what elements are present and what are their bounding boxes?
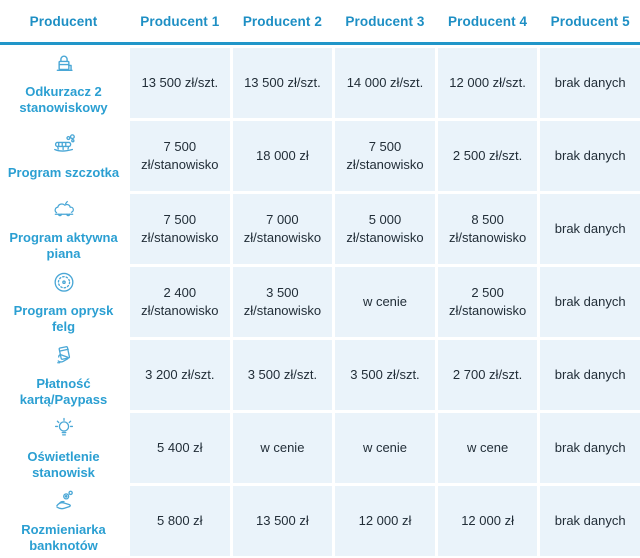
feature-label: Program oprysk felg bbox=[13, 302, 114, 334]
feature-cell-changer: Rozmieniarka banknotów bbox=[0, 486, 127, 556]
feature-label: Program aktywna piana bbox=[9, 229, 118, 261]
feature-label: Płatność kartą/Paypass bbox=[19, 375, 108, 407]
column-header-producent-2: Producent 2 bbox=[242, 13, 322, 29]
price-cell: 2 500 zł/stanowisko bbox=[437, 267, 538, 337]
price-cell: 5 000 zł/stanowisko bbox=[335, 194, 435, 264]
price-cell: 7 500 zł/stanowisko bbox=[130, 121, 230, 191]
feature-cell-foam: Program aktywna piana bbox=[0, 194, 127, 264]
feature-cell-lighting: Oświetlenie stanowisk bbox=[0, 413, 127, 483]
price-cell: 5 800 zł bbox=[130, 486, 230, 556]
price-cell: brak danych bbox=[540, 340, 640, 410]
banknote-changer-icon bbox=[48, 488, 80, 518]
price-cell: 3 500 zł/stanowisko bbox=[232, 267, 333, 337]
price-cell: 2 700 zł/szt. bbox=[437, 340, 538, 410]
price-cell: 18 000 zł bbox=[232, 121, 333, 191]
lighting-icon bbox=[49, 415, 79, 445]
price-cell: 3 500 zł/szt. bbox=[335, 340, 435, 410]
header-divider bbox=[0, 42, 640, 45]
price-cell: w cene bbox=[437, 413, 538, 483]
price-cell: brak danych bbox=[540, 486, 640, 556]
column-header-producent-1: Producent 1 bbox=[140, 13, 220, 29]
feature-label: Program szczotka bbox=[7, 164, 120, 180]
price-cell: 7 500 zł/stanowisko bbox=[335, 121, 435, 191]
feature-cell-rim: Program oprysk felg bbox=[0, 267, 127, 337]
price-cell: 3 500 zł/szt. bbox=[232, 340, 333, 410]
price-cell: 2 400 zł/stanowisko bbox=[130, 267, 230, 337]
column-header-producent: Producent bbox=[29, 13, 98, 29]
feature-cell-card: Płatność kartą/Paypass bbox=[0, 340, 127, 410]
table-body: Odkurzacz 2 stanowiskowy 13 500 zł/szt. … bbox=[0, 45, 640, 556]
price-cell: brak danych bbox=[540, 413, 640, 483]
table-header-row: Producent Producent 1 Producent 2 Produc… bbox=[0, 0, 640, 42]
price-cell: 13 500 zł/szt. bbox=[232, 48, 333, 118]
price-cell: 12 000 zł bbox=[335, 486, 435, 556]
price-cell: 7 000 zł/stanowisko bbox=[232, 194, 333, 264]
rim-spray-icon bbox=[49, 269, 79, 299]
price-cell: 12 000 zł bbox=[437, 486, 538, 556]
column-header-producent-5: Producent 5 bbox=[550, 13, 630, 29]
price-cell: 12 000 zł/szt. bbox=[437, 48, 538, 118]
price-cell: 7 500 zł/stanowisko bbox=[130, 194, 230, 264]
card-payment-icon bbox=[49, 342, 79, 372]
feature-label: Rozmieniarka banknotów bbox=[21, 521, 106, 553]
price-cell: 5 400 zł bbox=[130, 413, 230, 483]
price-cell: brak danych bbox=[540, 194, 640, 264]
column-header-producent-4: Producent 4 bbox=[448, 13, 528, 29]
active-foam-icon bbox=[47, 196, 81, 226]
feature-label: Oświetlenie stanowisk bbox=[27, 448, 100, 480]
column-header-producent-3: Producent 3 bbox=[345, 13, 425, 29]
price-cell: brak danych bbox=[540, 267, 640, 337]
price-cell: w cenie bbox=[335, 267, 435, 337]
price-cell: brak danych bbox=[540, 121, 640, 191]
price-cell: 13 500 zł/szt. bbox=[130, 48, 230, 118]
price-cell: w cenie bbox=[335, 413, 435, 483]
wash-brush-icon bbox=[48, 131, 80, 161]
feature-cell-vacuum: Odkurzacz 2 stanowiskowy bbox=[0, 48, 127, 118]
price-cell: 2 500 zł/szt. bbox=[437, 121, 538, 191]
feature-cell-brush: Program szczotka bbox=[0, 121, 127, 191]
price-cell: 13 500 zł bbox=[232, 486, 333, 556]
price-cell: w cenie bbox=[232, 413, 333, 483]
price-cell: brak danych bbox=[540, 48, 640, 118]
vacuum-icon bbox=[48, 50, 80, 80]
price-cell: 14 000 zł/szt. bbox=[335, 48, 435, 118]
price-cell: 8 500 zł/stanowisko bbox=[437, 194, 538, 264]
feature-label: Odkurzacz 2 stanowiskowy bbox=[19, 83, 108, 115]
price-cell: 3 200 zł/szt. bbox=[130, 340, 230, 410]
